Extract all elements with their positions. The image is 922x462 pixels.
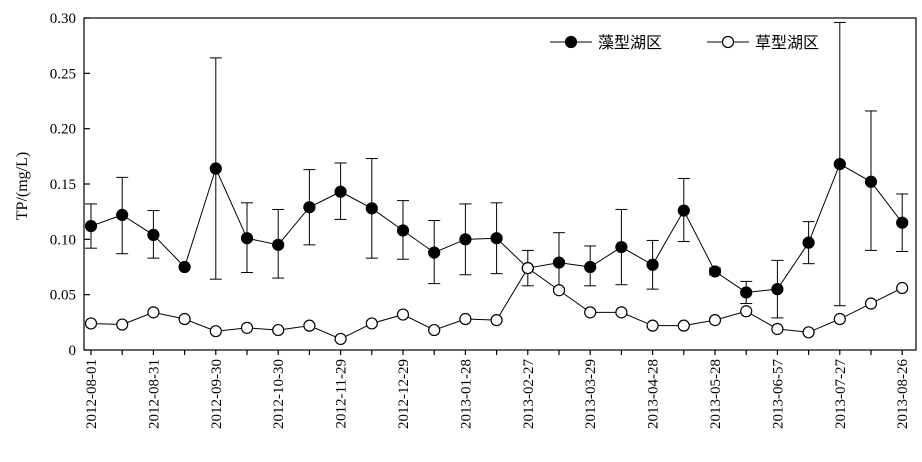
legend-label-1: 藻型湖区 xyxy=(598,34,662,52)
x-tick-label: 2013-06-57 xyxy=(770,359,786,429)
data-point-series-1 xyxy=(584,260,597,274)
x-tick-label: 2012-12-29 xyxy=(396,359,412,429)
data-point-series-2 xyxy=(240,321,254,334)
data-point-series-1 xyxy=(396,224,410,237)
data-point-series-1 xyxy=(864,175,878,188)
data-point-series-2 xyxy=(771,322,784,336)
x-tick-label: 2012-08-31 xyxy=(146,359,162,429)
data-point-series-2 xyxy=(740,305,753,318)
data-point-series-1 xyxy=(272,238,285,251)
y-tick-label: 0.15 xyxy=(50,177,76,193)
data-point-series-2 xyxy=(646,319,659,332)
x-tick-label: 2012-08-01 xyxy=(84,359,100,429)
data-point-series-1 xyxy=(209,162,222,175)
data-point-series-1 xyxy=(178,260,191,274)
error-bars xyxy=(85,21,909,319)
data-point-series-1 xyxy=(833,157,846,171)
data-point-series-1 xyxy=(771,283,784,296)
data-point-series-1 xyxy=(240,232,254,245)
data-point-series-2 xyxy=(521,262,534,275)
data-point-series-2 xyxy=(677,319,690,332)
x-tick-label: 2013-02-27 xyxy=(521,359,537,429)
data-point-series-1 xyxy=(303,201,316,214)
y-tick-label: 0.20 xyxy=(50,122,76,138)
data-point-series-1 xyxy=(84,219,98,233)
data-point-series-2 xyxy=(490,314,503,327)
data-point-series-2 xyxy=(584,306,597,319)
x-tick-label: 2013-04-28 xyxy=(646,359,662,429)
data-point-series-2 xyxy=(428,323,441,337)
legend-marker-2 xyxy=(721,35,735,49)
legend-label-2: 草型湖区 xyxy=(755,34,819,52)
data-point-series-2 xyxy=(84,317,98,330)
data-point-series-1 xyxy=(615,240,628,254)
data-point-series-1 xyxy=(708,265,722,278)
plot-frame xyxy=(83,17,917,351)
data-point-series-2 xyxy=(209,325,222,338)
data-point-series-1 xyxy=(334,185,347,198)
x-tick-label: 2012-09-30 xyxy=(209,359,225,429)
data-point-series-2 xyxy=(365,317,378,330)
data-point-series-2 xyxy=(116,318,129,331)
x-tick-label: 2013-05-28 xyxy=(708,359,724,429)
series-markers xyxy=(84,157,909,346)
data-point-series-2 xyxy=(303,319,316,332)
y-tick-label: 0.05 xyxy=(50,288,76,304)
x-tick-label: 2013-08-26 xyxy=(895,359,911,429)
y-tick-label: 0.10 xyxy=(50,232,76,248)
data-point-series-2 xyxy=(178,312,191,326)
data-point-series-2 xyxy=(272,323,285,337)
data-point-series-2 xyxy=(896,281,909,295)
data-point-series-1 xyxy=(646,258,659,271)
data-point-series-2 xyxy=(708,314,722,327)
chart-axes: 0 0.05 0.10 0.15 0.20 0.25 0.30 2012-08-01 2012-… xyxy=(50,11,917,429)
data-point-series-1 xyxy=(802,236,815,249)
data-point-series-2 xyxy=(459,312,472,326)
x-tick-label: 2012-11-29 xyxy=(334,359,350,428)
data-point-series-1 xyxy=(490,232,503,245)
data-point-series-1 xyxy=(552,256,566,269)
data-point-series-2 xyxy=(552,284,566,297)
data-point-series-2 xyxy=(802,326,815,339)
data-point-series-2 xyxy=(864,297,878,310)
y-axis-title: TP/(mg/L) xyxy=(14,152,31,220)
x-tick-label: 2013-01-28 xyxy=(458,359,474,429)
data-point-series-1 xyxy=(116,208,129,222)
x-tick-label: 2012-10-30 xyxy=(271,359,287,429)
data-point-series-2 xyxy=(334,332,347,346)
y-tick-label: 0.30 xyxy=(50,11,76,27)
data-point-series-1 xyxy=(365,202,378,215)
data-point-series-1 xyxy=(459,233,472,246)
data-point-series-1 xyxy=(677,204,690,217)
x-tick-label: 2013-03-29 xyxy=(583,359,599,429)
y-tick-label: 0 xyxy=(69,343,77,359)
legend-marker-1 xyxy=(564,35,578,49)
data-point-series-2 xyxy=(147,306,160,319)
data-point-series-1 xyxy=(896,216,909,229)
x-tick-label: 2013-07-27 xyxy=(833,359,849,429)
data-point-series-1 xyxy=(428,246,441,259)
y-tick-label: 0.25 xyxy=(50,66,76,82)
data-point-series-1 xyxy=(740,286,753,299)
data-point-series-2 xyxy=(833,312,846,326)
data-point-series-1 xyxy=(147,228,160,242)
data-point-series-2 xyxy=(615,306,628,319)
data-point-series-2 xyxy=(396,308,410,321)
legend: 藻型湖区 草型湖区 xyxy=(550,34,819,52)
